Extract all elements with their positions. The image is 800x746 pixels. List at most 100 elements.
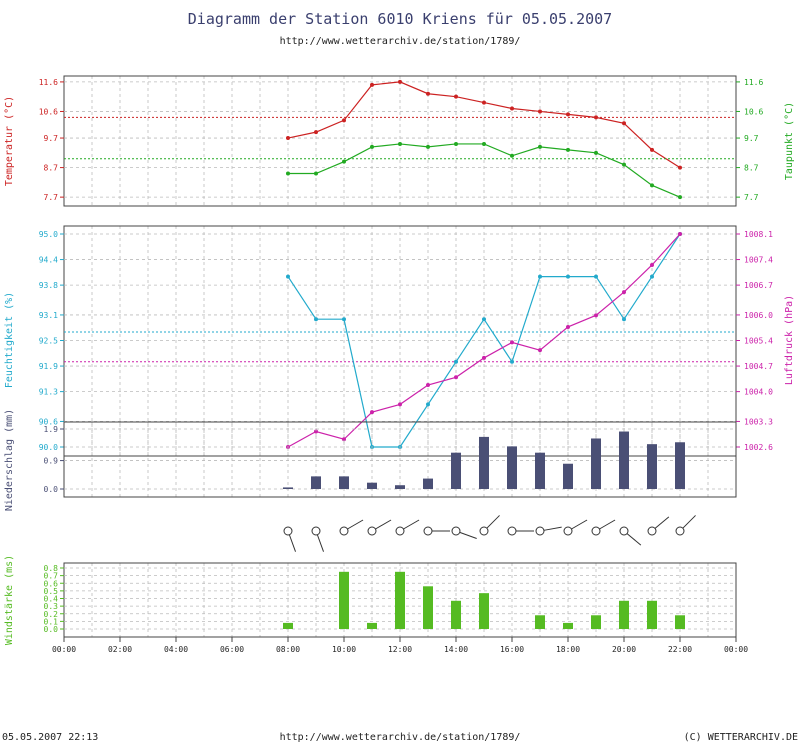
wind-speed-bar [451, 600, 461, 629]
precipitation-bar [423, 478, 433, 489]
wind-direction-arrow [375, 519, 392, 530]
tick-label-left: 93.8 [39, 281, 58, 290]
tick-label-left: 0.9 [44, 457, 59, 466]
temperature-point [622, 121, 626, 126]
tick-label-left: 0.1 [44, 617, 59, 626]
precipitation-bar [339, 476, 349, 489]
temperature-point [482, 100, 486, 105]
dewpoint-point [678, 195, 682, 200]
tick-label-left: 11.6 [39, 78, 58, 87]
wind-direction-arrow [626, 533, 642, 546]
tick-label-right: 9.7 [744, 134, 759, 143]
wind-direction-marker [507, 526, 517, 536]
wind-direction-marker [283, 526, 293, 536]
dewpoint-point [566, 147, 570, 152]
humidity-point [454, 359, 458, 364]
dewpoint-point [482, 141, 486, 146]
tick-label-right: 1006.0 [744, 311, 773, 320]
humidity-point [426, 402, 430, 407]
tick-label-left: 92.5 [39, 337, 58, 346]
station-url[interactable]: http://www.wetterarchiv.de/station/1789/ [280, 36, 521, 47]
tick-label-right: 1002.6 [744, 443, 773, 452]
wind-direction-arrow [486, 515, 500, 529]
wind-direction-marker [395, 526, 405, 536]
temperature-point [314, 130, 318, 135]
precipitation-bar [563, 463, 573, 489]
temperature-point [286, 136, 290, 141]
pressure-point [650, 262, 654, 267]
pressure-point [538, 348, 542, 353]
tick-label-left: 10.6 [39, 107, 58, 116]
wind-direction-arrow [403, 519, 420, 530]
tick-label-left: 0.2 [44, 610, 59, 619]
temperature-point [454, 94, 458, 99]
temperature-point [510, 106, 514, 111]
dewpoint-point [286, 171, 290, 176]
tick-label-left: 93.1 [39, 311, 58, 320]
wind-speed-bar [367, 622, 377, 629]
tick-label-left: 1.9 [44, 425, 59, 434]
precipitation-bar [367, 482, 377, 489]
humidity-point [566, 274, 570, 279]
dewpoint-point [454, 141, 458, 146]
tick-label-right: 10.6 [744, 107, 763, 116]
tick-label-left: 0.3 [44, 602, 59, 611]
wind-speed-bar [423, 586, 433, 629]
pressure-point [594, 313, 598, 318]
temperature-panel: 7.7 8.7 9.7 10.6 11.6 7.7 8.7 9.7 10.6 11.6 Temper… [4, 75, 795, 207]
wind-direction-marker [451, 526, 461, 536]
tick-label-left: 0.0 [44, 485, 59, 494]
precipitation-bar [507, 446, 517, 489]
footer-timestamp: 05.05.2007 22:13 [2, 732, 98, 743]
humidity-point [482, 317, 486, 322]
tick-label-right: 7.7 [744, 193, 759, 202]
tick-label-left: 0.7 [44, 572, 59, 581]
humidity-point [622, 317, 626, 322]
time-tick-label: 10:00 [332, 645, 356, 654]
humidity-point [342, 317, 346, 322]
footer-copyright: (C) WETTERARCHIV.DE [684, 732, 798, 743]
temperature-point [566, 112, 570, 117]
wind-direction-marker [619, 526, 629, 536]
wind-speed-bar [479, 593, 489, 629]
footer-url[interactable]: http://www.wetterarchiv.de/station/1789/ [280, 732, 521, 743]
wind-direction-marker [591, 526, 601, 536]
temperature-point [678, 165, 682, 170]
dewpoint-point [594, 150, 598, 155]
time-tick-label: 00:00 [724, 645, 748, 654]
time-tick-label: 06:00 [220, 645, 244, 654]
time-tick-label: 22:00 [668, 645, 692, 654]
precipitation-bar [591, 438, 601, 489]
time-tick-label: 02:00 [108, 645, 132, 654]
tick-label-right: 1006.7 [744, 281, 773, 290]
tick-label-left: 90.0 [39, 443, 58, 452]
wind-direction-arrow [599, 519, 616, 530]
dewpoint-point [398, 141, 402, 146]
pressure-point [398, 402, 402, 407]
precipitation-bar [675, 442, 685, 489]
wind-speed-bar [535, 615, 545, 629]
pressure-point [678, 232, 682, 236]
temperature-point [426, 91, 430, 96]
tick-label-left: 0.5 [44, 587, 59, 596]
time-tick-label: 12:00 [388, 645, 412, 654]
temperature-point [342, 118, 346, 123]
wind-direction-marker [563, 526, 573, 536]
tick-label-right: 1005.4 [744, 337, 773, 346]
dewpoint-point [650, 183, 654, 188]
dewpoint-axis-label: Taupunkt (°C) [784, 102, 795, 180]
precipitation-bar [479, 436, 489, 489]
precipitation-bar [395, 485, 405, 489]
temperature-point [370, 82, 374, 87]
temperature-point [398, 79, 402, 84]
dewpoint-point [342, 159, 346, 164]
temperature-axis-label: Temperatur (°C) [4, 96, 15, 186]
wind-direction-marker [339, 526, 349, 536]
humidity-point [314, 317, 318, 322]
humidity-point [538, 274, 542, 279]
tick-label-left: 0.0 [44, 625, 59, 634]
wind-speed-bar [619, 600, 629, 629]
wind-speed-bar [339, 571, 349, 629]
tick-label-right: 1004.0 [744, 388, 773, 397]
time-axis: 00:00 02:00 04:00 06:00 08:00 10:00 12:00 14:00… [52, 637, 748, 654]
